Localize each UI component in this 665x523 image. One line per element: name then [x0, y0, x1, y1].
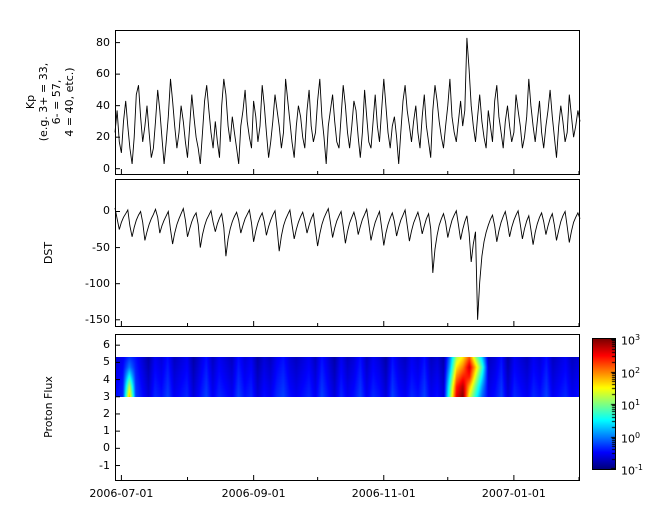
kp-index-ytick-label: 80 [96, 35, 110, 49]
dst-index-ytick-label: 0 [103, 204, 110, 218]
colorbar-tick-label: 100 [621, 430, 641, 446]
flux-ylabel: Proton Flux [42, 376, 55, 438]
x-tick-label: 2007-01-01 [481, 487, 546, 500]
dst-index-ytick-label: -100 [85, 276, 110, 290]
kp-index-ytick-label: 20 [96, 130, 110, 144]
dst-panel [115, 179, 580, 327]
kp-index-ytick-label: 0 [103, 161, 110, 175]
colorbar-tick-label: 10-1 [621, 463, 643, 478]
kp-ylabel-line4: 4 = 40, etc.) [63, 67, 76, 137]
dst-ylabel: DST [42, 241, 55, 265]
dst-index-ytick-label: -50 [92, 240, 110, 254]
dst-index-ytick-label: -150 [85, 312, 110, 326]
x-tick-label: 2006-09-01 [221, 487, 286, 500]
x-tick-label: 2006-11-01 [351, 487, 416, 500]
proton-flux-heatmap [116, 357, 579, 397]
colorbar-gradient [593, 339, 615, 469]
kp-ylabel-line2: (e.g. 3+ = 33, [37, 62, 50, 142]
flux-ytick-label: 2 [103, 406, 110, 420]
flux-ytick-label: 6 [103, 338, 110, 352]
flux-ytick-label: 3 [103, 389, 110, 403]
flux-ytick-label: 0 [103, 441, 110, 455]
x-tick-label: 2006-07-01 [89, 487, 154, 500]
kp-index-ytick-label: 40 [96, 98, 110, 112]
kp-ylabel: Kp (e.g. 3+ = 33, 6- = 57, 4 = 40, etc.) [24, 17, 80, 187]
flux-ytick-label: -1 [99, 458, 110, 472]
colorbar-tick-label: 101 [621, 398, 641, 413]
kp-ylabel-line1: Kp [24, 94, 37, 110]
flux-ytick-label: 1 [103, 424, 110, 438]
colorbar [592, 338, 616, 470]
colorbar-tick-label: 103 [621, 333, 641, 348]
kp-index-ytick-label: 60 [96, 67, 110, 81]
colorbar-tick-label: 102 [621, 365, 641, 381]
flux-ytick-label: 5 [103, 355, 110, 369]
kp-panel [115, 30, 580, 175]
kp-ylabel-line3: 6- = 57, [50, 79, 63, 125]
flux-ytick-label: 4 [103, 372, 110, 386]
